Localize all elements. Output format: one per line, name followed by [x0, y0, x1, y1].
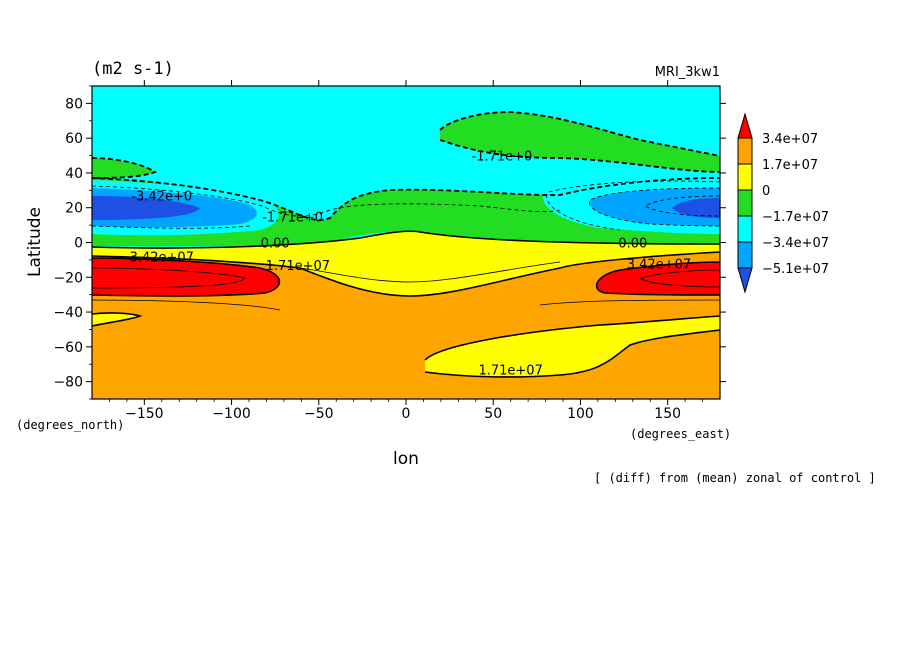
x-tick-label: −150 — [125, 406, 163, 422]
colorbar-label: 1.7e+07 — [762, 158, 818, 173]
x-tick-label: −100 — [212, 406, 250, 422]
colorbar-swatch — [737, 137, 753, 165]
blue-region-east — [672, 198, 720, 218]
contour-label: 1.71e+07 — [478, 363, 542, 378]
colorbar-bottom-arrow — [737, 267, 753, 294]
y-tick-label: 60 — [65, 131, 83, 147]
yellow-region-southeast — [425, 316, 720, 377]
colorbar-label: −1.7e+07 — [762, 210, 829, 225]
y-axis: 80 60 40 20 0 −20 −40 −60 −80 — [53, 85, 726, 400]
contour-labels: -1.71e+0 -3.42e+0 -1.71e+0 0.00 0.00 3.42e+07… — [130, 150, 692, 379]
lightblue-region-east — [589, 188, 720, 226]
colorbar-swatch — [737, 189, 753, 217]
y-tick-label: 40 — [65, 166, 83, 182]
red-region-west — [92, 258, 280, 296]
title-units: (m2 s-1) — [92, 59, 174, 79]
y-tick-label: −60 — [53, 340, 83, 356]
contour-label: -1.71e+0 — [262, 210, 323, 225]
y-units-label: (degrees_north) — [16, 418, 124, 432]
colorbar-swatch — [737, 215, 753, 243]
y-axis-label: Latitude — [25, 207, 45, 277]
colorbar-label: −5.1e+07 — [762, 262, 829, 277]
y-tick-label: −40 — [53, 305, 83, 321]
x-axis: −150 −100 −50 0 50 100 150 — [109, 80, 703, 422]
x-axis-label: lon — [393, 449, 419, 469]
green-region-northwest — [92, 158, 155, 178]
y-tick-label: 0 — [74, 236, 83, 252]
colorbar-label: 0 — [762, 184, 770, 199]
x-tick-label: 100 — [567, 406, 594, 422]
contour-label: -3.42e+0 — [131, 190, 192, 205]
contour-label: 0.00 — [618, 237, 647, 252]
colorbar-swatch — [737, 163, 753, 191]
red-region-east — [596, 262, 720, 295]
footnote: [ (diff) from (mean) zonal of control ] — [594, 471, 876, 485]
x-tick-label: 50 — [484, 406, 502, 422]
contour-label: 1.71e+07 — [266, 259, 330, 274]
colorbar-label: 3.4e+07 — [762, 132, 818, 147]
yellow-region-southwest — [92, 312, 140, 326]
y-tick-label: 80 — [65, 96, 83, 112]
contour-label: 3.42e+07 — [627, 257, 691, 272]
blue-region-west — [92, 196, 200, 220]
colorbar: 3.4e+07 1.7e+07 0 −1.7e+07 −3.4e+07 −5.1e+07 — [737, 112, 829, 294]
contour-label: -1.71e+0 — [472, 150, 533, 165]
colorbar-label: −3.4e+07 — [762, 236, 829, 251]
colorbar-top-arrow — [737, 112, 753, 139]
yellow-region-central — [92, 231, 720, 296]
colorbar-swatch — [737, 241, 753, 269]
x-tick-label: 150 — [654, 406, 681, 422]
x-tick-label: −50 — [304, 406, 334, 422]
green-region-north — [440, 112, 720, 172]
y-tick-label: −80 — [53, 375, 83, 391]
y-tick-label: 20 — [65, 201, 83, 217]
title-model: MRI_3kw1 — [655, 65, 720, 80]
x-tick-label: 0 — [402, 406, 411, 422]
contour-label: 0.00 — [261, 237, 290, 252]
y-tick-label: −20 — [53, 270, 83, 286]
contour-plot-area: -1.71e+0 -3.42e+0 -1.71e+0 0.00 0.00 3.42e+07… — [92, 86, 720, 399]
x-units-label: (degrees_east) — [630, 427, 731, 441]
contour-label: 3.42e+07 — [130, 250, 194, 265]
contour-lines — [92, 111, 720, 378]
